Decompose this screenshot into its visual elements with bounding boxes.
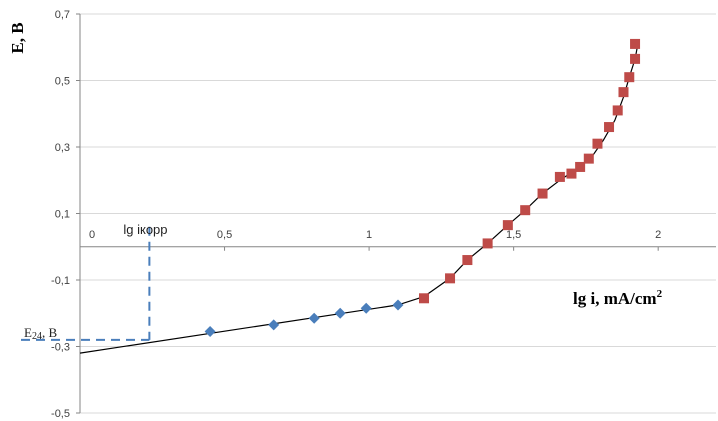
- y-axis-title: E, B: [8, 22, 27, 53]
- fit-line: [423, 43, 639, 298]
- data-point-square: [462, 255, 473, 266]
- data-point-diamond: [360, 302, 372, 314]
- data-point-square: [482, 238, 493, 249]
- data-point-square: [604, 122, 615, 133]
- potential-unit: , B: [42, 325, 58, 340]
- data-point-square: [624, 72, 635, 83]
- data-point-square: [566, 168, 577, 179]
- x-tick-label: 0,5: [217, 229, 232, 241]
- data-point-square: [630, 53, 641, 64]
- data-point-diamond: [392, 299, 404, 311]
- y-tick-label: 0,7: [55, 9, 70, 21]
- data-point-square: [612, 105, 623, 116]
- y-tick-label: -0,5: [51, 408, 70, 420]
- x-axis-title: lg i, mA/cm2: [573, 288, 663, 308]
- y-tick-labels: 0,7 0,5 0,3 0,1 -0,1 -0,3 -0,5: [51, 9, 80, 420]
- y-tick-label: 0,5: [55, 76, 70, 88]
- x-axis-title-superscript: 2: [657, 288, 663, 300]
- data-point-diamond: [204, 326, 216, 338]
- y-tick-label: 0,3: [55, 142, 70, 154]
- data-point-diamond: [308, 312, 320, 324]
- y-tick-label: 0,1: [55, 209, 70, 221]
- x-axis-title-text: lg i, mA/cm: [573, 289, 657, 308]
- data-point-square: [583, 153, 594, 164]
- data-point-square: [419, 293, 430, 304]
- data-point-square: [537, 188, 548, 199]
- data-point-square: [554, 171, 565, 182]
- data-point-square: [520, 205, 531, 216]
- y-tick-label: -0,1: [51, 275, 70, 287]
- potential-symbol: E: [24, 325, 32, 340]
- data-point-square: [630, 38, 641, 49]
- data-point-diamond: [268, 319, 280, 331]
- x-tick-label: 0: [89, 229, 95, 241]
- data-point-square: [502, 220, 513, 231]
- x-tick-label: 2: [655, 229, 661, 241]
- data-point-square: [445, 273, 456, 284]
- corrosion-potential-label: E24, B: [24, 325, 57, 342]
- data-point-diamond: [334, 307, 346, 319]
- grid-lines: [80, 13, 716, 414]
- fit-lines: [79, 43, 639, 354]
- data-point-square: [575, 161, 586, 172]
- x-tick-label: 1,5: [506, 229, 521, 241]
- data-point-square: [618, 87, 629, 98]
- corrosion-current-label: lg iкорр: [123, 222, 167, 237]
- potential-subscript: 24: [32, 331, 42, 342]
- data-markers: [204, 38, 641, 338]
- corrosion-guides: [21, 226, 151, 341]
- fit-line: [79, 296, 425, 354]
- y-tick-label: -0,3: [51, 342, 70, 354]
- x-tick-labels: 0 0,5 1 1,5 2: [79, 229, 661, 251]
- x-tick-label: 1: [366, 229, 372, 241]
- data-point-square: [592, 138, 603, 149]
